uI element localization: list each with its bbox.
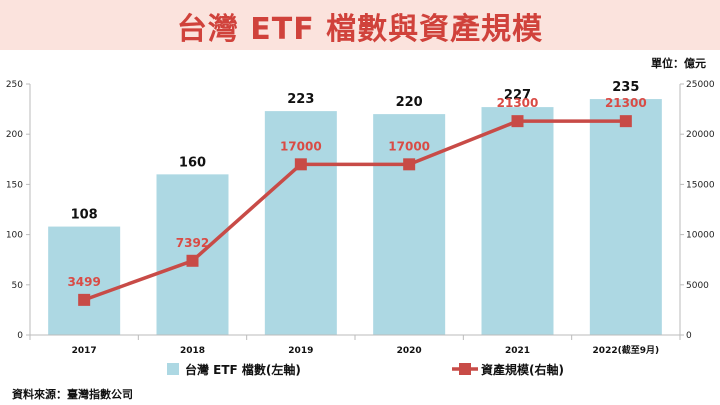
- line-data-label: 3499: [67, 275, 100, 289]
- line-point: [78, 293, 91, 306]
- bar-data-label: 235: [612, 80, 639, 95]
- bar: [373, 114, 446, 336]
- bar-series: [48, 99, 662, 336]
- unit-label: 單位：億元: [651, 57, 706, 70]
- bar-data-label: 223: [287, 92, 314, 107]
- x-tick-label: 2019: [288, 346, 313, 356]
- bar-data-label: 220: [396, 95, 423, 110]
- line-point: [294, 158, 307, 171]
- right-tick-label: 0: [686, 331, 692, 341]
- line-point: [619, 115, 632, 128]
- bar: [48, 226, 121, 335]
- right-tick-label: 15000: [686, 180, 715, 190]
- bar: [156, 174, 229, 335]
- bar-data-label: 227: [504, 88, 531, 103]
- x-tick-label: 2017: [72, 346, 97, 356]
- x-tick-label: 2018: [180, 346, 205, 356]
- source-note: 資料來源：臺灣指數公司: [12, 388, 133, 401]
- line-path: [83, 119, 626, 302]
- line-data-label: 7392: [176, 236, 209, 250]
- left-tick-label: 200: [6, 130, 23, 140]
- line-data-label: 17000: [388, 139, 430, 153]
- title-band: [0, 0, 720, 50]
- line-point: [511, 115, 524, 128]
- left-tick-label: 250: [6, 80, 23, 90]
- chart-title: 台灣 ETF 檔數與資產規模: [176, 12, 544, 47]
- bar: [481, 107, 554, 335]
- right-tick-label: 10000: [686, 231, 715, 241]
- legend-swatch-bar: [167, 363, 179, 375]
- left-tick-label: 100: [6, 231, 23, 241]
- bar: [589, 99, 662, 335]
- right-tick-label: 25000: [686, 80, 715, 90]
- legend-label-bar: 台灣 ETF 檔數(左軸): [185, 362, 301, 377]
- line-data-label: 21300: [605, 96, 647, 110]
- line-point: [186, 254, 199, 267]
- axes: 0 50 100 150 200 250 0 5000 10000 15000 20000 25000…: [6, 80, 715, 356]
- left-tick-label: 150: [6, 180, 23, 190]
- data-labels: 108 160 223 220 227 235 3499 7392 17000 17000 2130…: [67, 80, 646, 289]
- legend-label-line: 資產規模(右軸): [481, 362, 564, 377]
- legend: 台灣 ETF 檔數(左軸) 資產規模(右軸): [167, 362, 564, 377]
- bar-data-label: 108: [71, 208, 98, 223]
- line-series: [78, 115, 632, 306]
- legend-swatch-line: [459, 363, 471, 375]
- x-tick-label: 2021: [505, 346, 530, 356]
- line-data-label: 17000: [280, 139, 322, 153]
- left-tick-label: 50: [12, 281, 24, 291]
- line-data-label: 21300: [497, 96, 539, 110]
- left-tick-label: 0: [17, 331, 23, 341]
- x-tick-label: 2022(截至9月): [593, 344, 660, 356]
- x-tick-label: 2020: [397, 346, 422, 356]
- line-point: [403, 158, 416, 171]
- bar-data-label: 160: [179, 155, 206, 170]
- right-tick-label: 5000: [686, 281, 709, 291]
- bar: [264, 111, 337, 335]
- right-tick-label: 20000: [686, 130, 715, 140]
